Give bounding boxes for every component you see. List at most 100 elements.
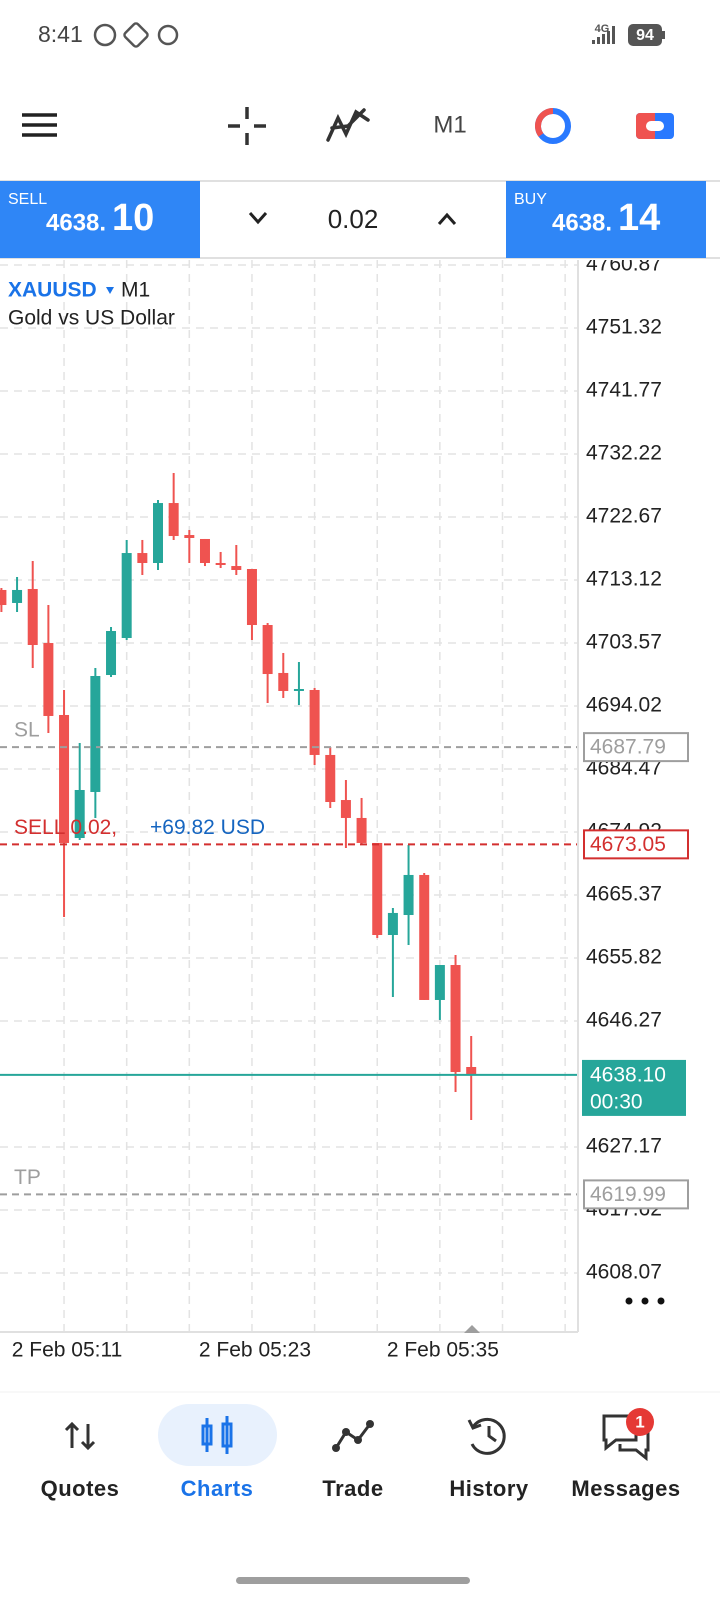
y-tick-label: 4703.57 [586,631,662,654]
level-label: SELL 0.02, [14,816,117,839]
quotes-icon [64,1421,96,1451]
candle-body [0,589,7,606]
y-tick-label: 4751.32 [586,316,662,339]
price-box [582,1059,686,1116]
y-tick-label: 4722.67 [586,505,662,528]
candle-body [403,874,414,916]
candle-body [184,535,195,538]
y-tick-label: 4655.82 [586,946,662,969]
nav-tab[interactable]: History [449,1476,529,1501]
candle-body [278,672,289,691]
clock: 8:41 [38,21,83,47]
y-tick-label: 4694.02 [586,694,662,717]
y-tick-label: 4627.17 [586,1135,662,1158]
sell-price-big: 10 [112,197,154,239]
scroll-marker [464,1325,480,1333]
objects-button[interactable] [535,108,571,144]
more-dot[interactable] [657,1297,665,1305]
battery-level: 94 [636,27,654,44]
buy-price: 4638. [552,209,612,236]
candle-body [246,568,257,626]
chart: XAUUSD M1 Gold vs US Dollar SL SELL 0.02, +69… [0,253,689,1362]
charts-icon [201,1416,233,1454]
x-tick-label: 2 Feb 05:35 [387,1339,499,1362]
candle-body [137,553,148,563]
symbol[interactable]: XAUUSD [8,279,97,302]
y-tick-label: 4665.37 [586,883,662,906]
battery-icon [628,24,662,46]
symbol-timeframe: M1 [121,279,150,302]
y-tick-label: 4684.47 [586,757,662,780]
level-profit: +69.82 USD [150,816,265,839]
price-label: 4687.79 [590,736,666,759]
trade-panel: SELL 4638. 10 0.02 BUY 4638. 14 [0,180,720,259]
price-box [583,829,689,860]
y-tick-label: 4741.77 [586,379,662,402]
nav-tab[interactable]: Charts [181,1476,254,1501]
buy-price-big: 14 [618,197,660,239]
trade-button[interactable] [636,113,674,139]
sell-button[interactable]: SELL 4638. 10 [0,181,200,258]
crosshair-button[interactable] [228,107,266,145]
y-axis: 4760.87 4751.32 4741.77 4732.22 4722.67 4713.… [586,253,662,1284]
candle-body [356,817,367,843]
y-tick-label: 4732.22 [586,442,662,465]
nav-tab[interactable]: Messages [571,1476,680,1501]
lot-size[interactable]: 0.02 [328,204,379,234]
trade-icon [332,1420,374,1452]
y-tick-label: 4608.07 [586,1261,662,1284]
y-tick-label: 4760.87 [586,253,662,276]
candle-body [12,589,23,603]
candle-body [419,874,430,1000]
candle-body [168,503,179,537]
home-indicator [236,1577,470,1584]
candle-body [153,503,163,563]
active-tab-pill [158,1404,277,1466]
bottom-nav: 1 Quotes Charts Trade History Messages [0,1391,720,1501]
candle-body [74,789,85,839]
y-tick-label: 4646.27 [586,1009,662,1032]
candle-body [231,566,242,570]
x-tick-label: 2 Feb 05:23 [199,1339,311,1362]
candle-body [106,631,117,676]
more-dot[interactable] [641,1297,649,1305]
signal-icon [592,26,615,44]
candle-body [262,625,273,675]
buy-label: BUY [514,191,547,208]
candle-body [450,965,461,1073]
candle-body [309,689,320,755]
candle-body [43,643,54,716]
candle-body [293,688,304,691]
timeframe-button[interactable]: M1 [433,111,466,138]
y-tick-label: 4713.12 [586,568,662,591]
menu-button[interactable] [22,113,57,137]
bar-timer: 00:30 [590,1090,643,1113]
symbol-dropdown[interactable] [106,287,114,294]
lot-decrease[interactable] [248,212,268,225]
status-bar: 8:41 4G 94 [38,21,665,48]
candle-body [215,562,226,565]
level-label: SL [14,719,40,742]
level-label: TP [14,1166,41,1189]
status-icon [157,24,179,46]
candle-body [325,754,336,803]
price-box [583,732,689,763]
toolbar: M1 [22,107,674,145]
nav-tab[interactable]: Trade [322,1476,383,1501]
sell-label: SELL [8,191,47,208]
candle-body [466,1067,477,1075]
plot-area [0,260,578,1332]
candle-body [372,842,383,935]
buy-button[interactable]: BUY 4638. 14 [506,181,706,258]
more-dot[interactable] [625,1297,633,1305]
price-label: 4638.10 [590,1063,666,1086]
nav-tab[interactable]: Quotes [41,1476,120,1501]
indicators-button[interactable] [326,108,370,142]
lot-increase[interactable] [437,212,457,225]
candle-body [340,800,351,818]
candle-body [27,588,38,645]
candle-body [121,553,132,639]
price-label: 4673.05 [590,833,666,856]
